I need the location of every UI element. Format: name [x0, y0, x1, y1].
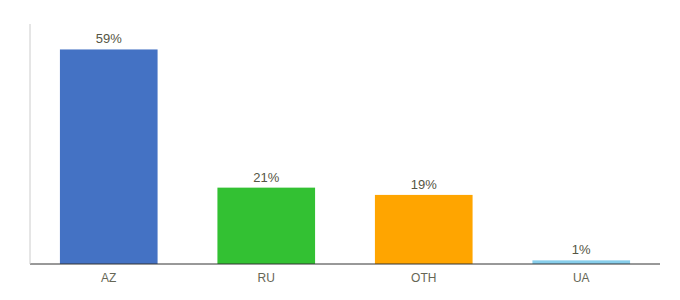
bar: [375, 195, 473, 264]
plot-area: [60, 49, 630, 264]
x-tick-label: UA: [573, 271, 590, 285]
data-label: 19%: [411, 177, 437, 192]
chart-svg: AZ RU OTH UA 59% 21% 19% 1%: [0, 0, 680, 300]
x-tick-label: RU: [258, 271, 275, 285]
x-tick-label: OTH: [411, 271, 436, 285]
x-tick-label: AZ: [101, 271, 116, 285]
data-label: 1%: [572, 242, 591, 257]
data-label: 21%: [253, 170, 279, 185]
bar: [60, 49, 158, 264]
y-axis: [30, 24, 31, 264]
bar: [217, 188, 315, 264]
data-label: 59%: [96, 31, 122, 46]
bar: [532, 260, 630, 264]
chart-container: AZ RU OTH UA 59% 21% 19% 1%: [0, 0, 680, 300]
x-axis: [30, 264, 660, 265]
